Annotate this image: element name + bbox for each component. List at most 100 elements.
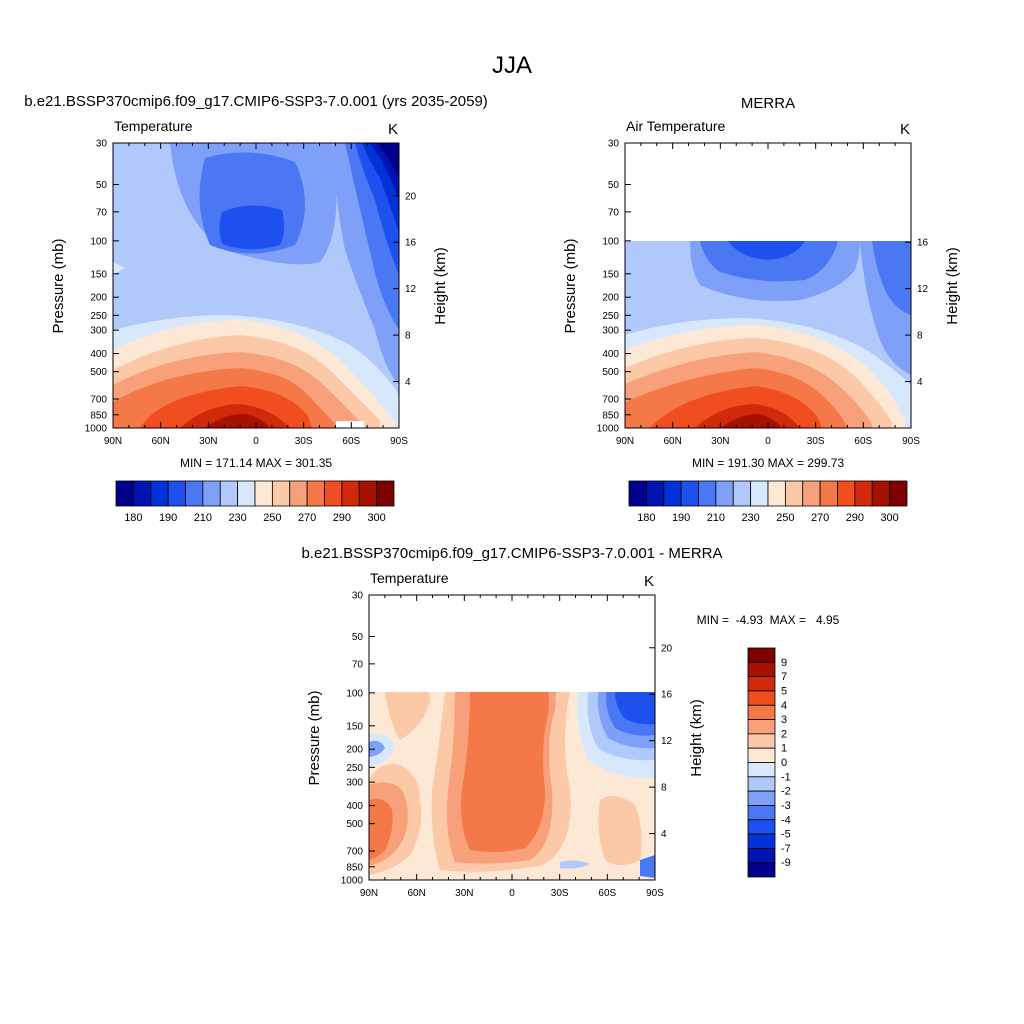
x-tick-label: 0 — [253, 436, 259, 447]
panel-model: b.e21.BSSP370cmip6.f09_g17.CMIP6-SSP3-7.… — [24, 93, 488, 524]
y-tick-label: 700 — [90, 395, 107, 406]
height-tick-label: 20 — [661, 643, 673, 654]
colorbar-label: 5 — [781, 685, 787, 697]
y-tick-label: 100 — [90, 236, 107, 247]
colorbar-label: 290 — [846, 512, 864, 524]
y-tick-label: 500 — [90, 367, 107, 378]
x-tick-label: 90S — [646, 888, 664, 899]
contour-fill-1-north — [385, 692, 430, 740]
colorbar-label: 230 — [741, 512, 759, 524]
y-tick-label: 50 — [608, 180, 620, 191]
colorbar-swatch — [645, 480, 665, 507]
y-tick-label: 700 — [602, 395, 619, 406]
colorbar-label: -7 — [781, 843, 791, 855]
colorbar-swatch — [747, 690, 776, 706]
height-tick-label: 4 — [917, 377, 923, 388]
height-tick-label: 4 — [405, 377, 411, 388]
colorbar-swatch — [784, 480, 804, 507]
x-tick-label: 60N — [151, 436, 169, 447]
height-tick-label: 16 — [917, 238, 929, 249]
y-tick-label: 300 — [602, 326, 619, 337]
y-tick-label: 1000 — [341, 876, 364, 887]
panel-model-ylabel-right: Height (km) — [432, 247, 449, 325]
contour-fill-3-center — [461, 692, 549, 853]
colorbar-label: 180 — [637, 512, 655, 524]
x-tick-label: 60S — [854, 436, 872, 447]
panel-obs: MERRA Air Temperature K 90N 60N 30N 0 30S 60S… — [562, 95, 961, 524]
colorbar-label: 0 — [781, 757, 787, 769]
colorbar-swatch — [680, 480, 699, 507]
y-tick-label: 200 — [346, 745, 363, 756]
panel-model-colorbar: 180 190 210 230 250 270 290 300 — [115, 480, 395, 524]
colorbar-swatch — [732, 480, 752, 507]
colorbar-swatch — [871, 480, 891, 507]
y-tick-label: 30 — [96, 139, 108, 150]
panel-obs-variable: Air Temperature — [626, 118, 726, 134]
colorbar-label: 270 — [298, 512, 316, 524]
colorbar-swatch — [837, 480, 856, 507]
colorbar-swatch — [341, 480, 360, 507]
y-tick-label: 1000 — [597, 424, 620, 435]
colorbar-label: 1 — [781, 743, 787, 755]
y-tick-label: 850 — [602, 410, 619, 421]
colorbar-label: 300 — [880, 512, 898, 524]
contour-fill-neg5-south — [615, 692, 655, 725]
colorbar-swatch — [132, 480, 152, 507]
height-tick-label: 8 — [661, 783, 667, 794]
y-tick-label: 250 — [602, 311, 619, 322]
y-tick-label: 50 — [352, 632, 364, 643]
panel-diff-ylabel-right: Height (km) — [688, 699, 705, 777]
y-tick-label: 30 — [352, 591, 364, 602]
x-tick-label: 60N — [407, 888, 425, 899]
colorbar-swatch — [747, 819, 776, 835]
panel-obs-contours — [625, 241, 911, 428]
colorbar-swatch — [747, 647, 776, 663]
x-tick-label: 90S — [390, 436, 408, 447]
colorbar-label: -4 — [781, 814, 791, 826]
colorbar-swatch — [289, 480, 308, 507]
y-tick-label: 700 — [346, 847, 363, 858]
panel-model-ylabel: Pressure (mb) — [50, 238, 67, 333]
colorbar-swatch — [628, 480, 647, 507]
colorbar-label: 190 — [159, 512, 177, 524]
colorbar-label: 230 — [228, 512, 246, 524]
y-tick-label: 400 — [602, 349, 619, 360]
colorbar-swatch — [254, 480, 273, 507]
contour-fill-neg1-surface — [560, 860, 590, 869]
x-tick-label: 90S — [902, 436, 920, 447]
x-tick-label: 30N — [455, 888, 473, 899]
contour-fill-170-south — [378, 143, 399, 178]
colorbar-label: 2 — [781, 728, 787, 740]
x-tick-label: 0 — [509, 888, 515, 899]
x-tick-label: 30S — [551, 888, 569, 899]
colorbar-label: 7 — [781, 671, 787, 683]
height-tick-label: 16 — [661, 690, 673, 701]
y-tick-label: 150 — [90, 269, 107, 280]
colorbar-label: -1 — [781, 771, 791, 783]
y-tick-label: 850 — [346, 862, 363, 873]
panel-diff-variable: Temperature — [370, 570, 449, 586]
x-tick-label: 90N — [616, 436, 634, 447]
colorbar-label: 270 — [811, 512, 829, 524]
x-tick-label: 30N — [711, 436, 729, 447]
colorbar-label: -3 — [781, 800, 791, 812]
height-tick-label: 8 — [405, 331, 411, 342]
colorbar-swatch — [167, 480, 186, 507]
topography-mask — [336, 421, 364, 428]
colorbar-swatch — [271, 480, 291, 507]
panel-diff-title: b.e21.BSSP370cmip6.f09_g17.CMIP6-SSP3-7.… — [301, 545, 722, 562]
x-tick-label: 60S — [342, 436, 360, 447]
y-tick-label: 200 — [602, 293, 619, 304]
panel-model-contours — [113, 143, 399, 428]
y-tick-label: 300 — [90, 326, 107, 337]
colorbar-swatch — [376, 480, 395, 507]
panel-diff-colorbar: 9 7 5 4 3 2 1 0 -1 -2 -3 -4 -5 -7 -9 — [747, 647, 791, 878]
colorbar-swatch — [819, 480, 838, 507]
panel-diff-ylabel: Pressure (mb) — [306, 690, 323, 785]
colorbar-swatch — [115, 480, 134, 507]
y-tick-label: 30 — [608, 139, 620, 150]
colorbar-swatch — [324, 480, 343, 507]
panel-diff-stats: MIN = -4.93 MAX = 4.95 — [697, 613, 840, 627]
contour-fill-300 — [720, 414, 782, 428]
